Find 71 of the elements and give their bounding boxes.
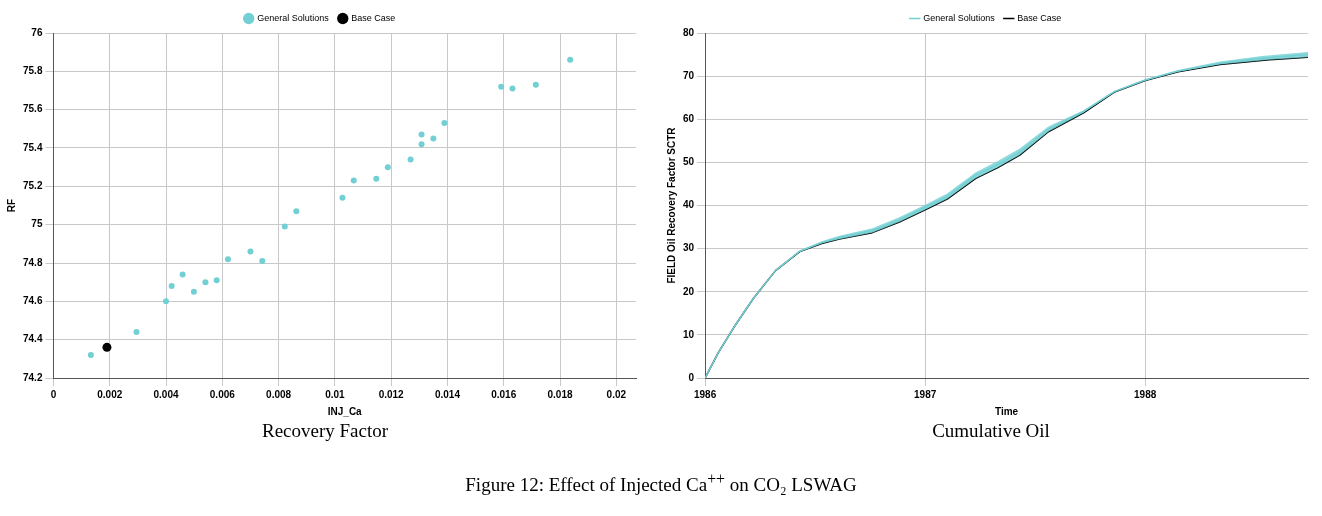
point [532, 81, 539, 88]
y-tick-label: 30 [683, 242, 695, 254]
point [293, 208, 300, 215]
point [407, 156, 414, 163]
x-tick-label: 0.004 [153, 388, 179, 400]
x-tick-label: 1988 [1134, 388, 1157, 400]
y-tick-label: 75.6 [22, 103, 43, 115]
legend-label: Base Case [351, 12, 396, 23]
point [133, 329, 140, 335]
point [163, 298, 170, 305]
point [373, 175, 380, 182]
x-tick-label: 0 [50, 388, 57, 400]
x-axis-title: Time [994, 405, 1019, 417]
legend-label: Base Case [1017, 12, 1062, 23]
text: Recovery Factor [260, 420, 390, 442]
x-tick-label: 0.01 [325, 388, 346, 400]
x-tick-label: 0.008 [266, 388, 292, 400]
y-tick-label: 75.4 [22, 141, 43, 153]
y-tick-label: 0 [688, 371, 695, 383]
y-tick-label: 40 [683, 199, 695, 211]
x-tick-label: 0.016 [491, 388, 517, 400]
point [87, 352, 94, 358]
y-tick-label: 74.2 [22, 371, 43, 383]
point [418, 131, 425, 138]
y-axis-title: RF [5, 198, 17, 213]
point [224, 256, 231, 263]
point [350, 177, 357, 184]
x-tick-label: 0.012 [378, 388, 405, 400]
x-tick-label: 1987 [914, 388, 937, 400]
y-tick-label: 80 [683, 26, 695, 38]
point [430, 135, 437, 142]
point [179, 271, 186, 278]
x-tick-label: 0.02 [606, 388, 627, 400]
point [441, 120, 448, 127]
point [259, 258, 266, 265]
y-tick-label: 50 [683, 156, 695, 168]
y-tick-label: 74.6 [22, 295, 43, 307]
y-tick-label: 75 [31, 218, 43, 230]
point [102, 342, 112, 352]
y-tick-label: 76 [31, 26, 43, 38]
point [190, 288, 197, 295]
text: Cumulative Oil [931, 420, 1051, 442]
y-tick-label: 60 [683, 113, 695, 124]
point [281, 223, 288, 230]
y-tick-label: 10 [683, 328, 695, 340]
point [418, 141, 425, 148]
x-tick-label: 0.002 [97, 388, 123, 400]
x-tick-label: 0.014 [434, 388, 461, 400]
point [168, 283, 175, 289]
y-tick-label: 75.2 [22, 180, 43, 192]
x-axis-title: INJ_Ca [327, 405, 363, 417]
y-tick-label: 20 [683, 285, 695, 297]
point [213, 277, 220, 284]
x-tick-label: 0.006 [209, 388, 236, 400]
point [384, 164, 391, 171]
point [247, 248, 254, 255]
y-axis-title: FIELD Oil Recovery Factor SCTR [665, 126, 677, 284]
y-tick-label: 74.4 [22, 333, 43, 345]
point [509, 85, 516, 92]
legend-label: General Solutions [923, 12, 996, 23]
point [202, 279, 209, 286]
y-tick-label: 75.8 [22, 65, 43, 77]
x-tick-label: 0.018 [547, 388, 573, 400]
text: Figure 12: Effect of Injected Ca$^{++}$ on CO₂ LSWAG [464, 470, 858, 497]
y-tick-label: 74.8 [22, 256, 43, 268]
x-tick-label: 1986 [694, 388, 717, 400]
point [339, 194, 346, 201]
legend-label: General Solutions [257, 12, 330, 23]
y-tick-label: 70 [683, 69, 695, 81]
point [498, 83, 505, 90]
point [567, 56, 574, 63]
